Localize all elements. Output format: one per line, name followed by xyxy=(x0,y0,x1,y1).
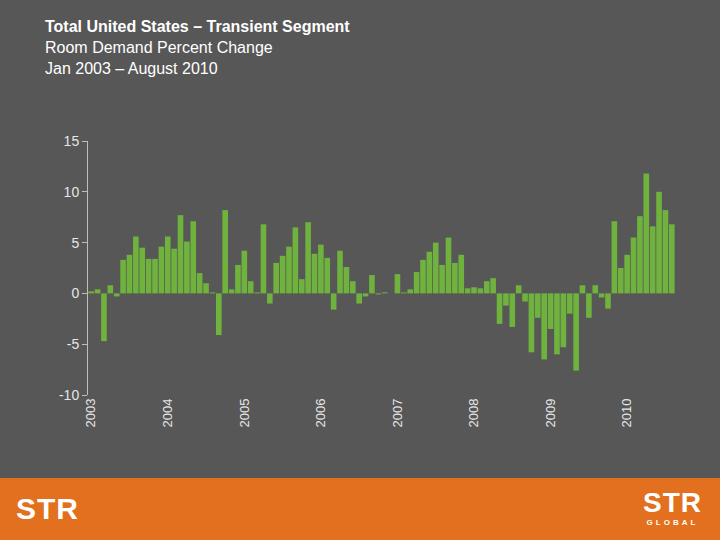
svg-text:Total United States – Transien: Total United States – Transient SegmentR… xyxy=(45,18,350,77)
html-text:GLOBAL: GLOBAL xyxy=(646,518,699,527)
svg-text:2003: 2003 xyxy=(83,399,98,428)
svg-text:2006: 2006 xyxy=(313,399,328,428)
svg-text:2005: 2005 xyxy=(237,399,252,428)
svg-text:-10: -10 xyxy=(59,387,79,403)
svg-text:2010: 2010 xyxy=(619,399,634,428)
svg-text:15: 15 xyxy=(64,133,80,149)
svg-text:2007: 2007 xyxy=(390,399,405,428)
svg-text:2008: 2008 xyxy=(466,399,481,428)
svg-text:2004: 2004 xyxy=(160,399,175,428)
svg-text:10: 10 xyxy=(64,184,80,200)
html-text:STR: STR xyxy=(643,487,702,518)
svg-text:2009: 2009 xyxy=(543,399,558,428)
svg-text:5: 5 xyxy=(71,235,79,251)
svg-text:-5: -5 xyxy=(67,336,80,352)
svg-text:0: 0 xyxy=(71,285,79,301)
html-text:STR: STR xyxy=(16,492,79,525)
